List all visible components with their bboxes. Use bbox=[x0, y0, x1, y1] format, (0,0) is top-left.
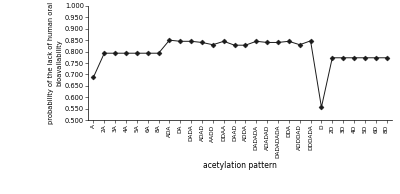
Y-axis label: probability of the lack of human oral
bioavailability: probability of the lack of human oral bi… bbox=[48, 2, 62, 124]
X-axis label: acetylation pattern: acetylation pattern bbox=[203, 161, 277, 170]
